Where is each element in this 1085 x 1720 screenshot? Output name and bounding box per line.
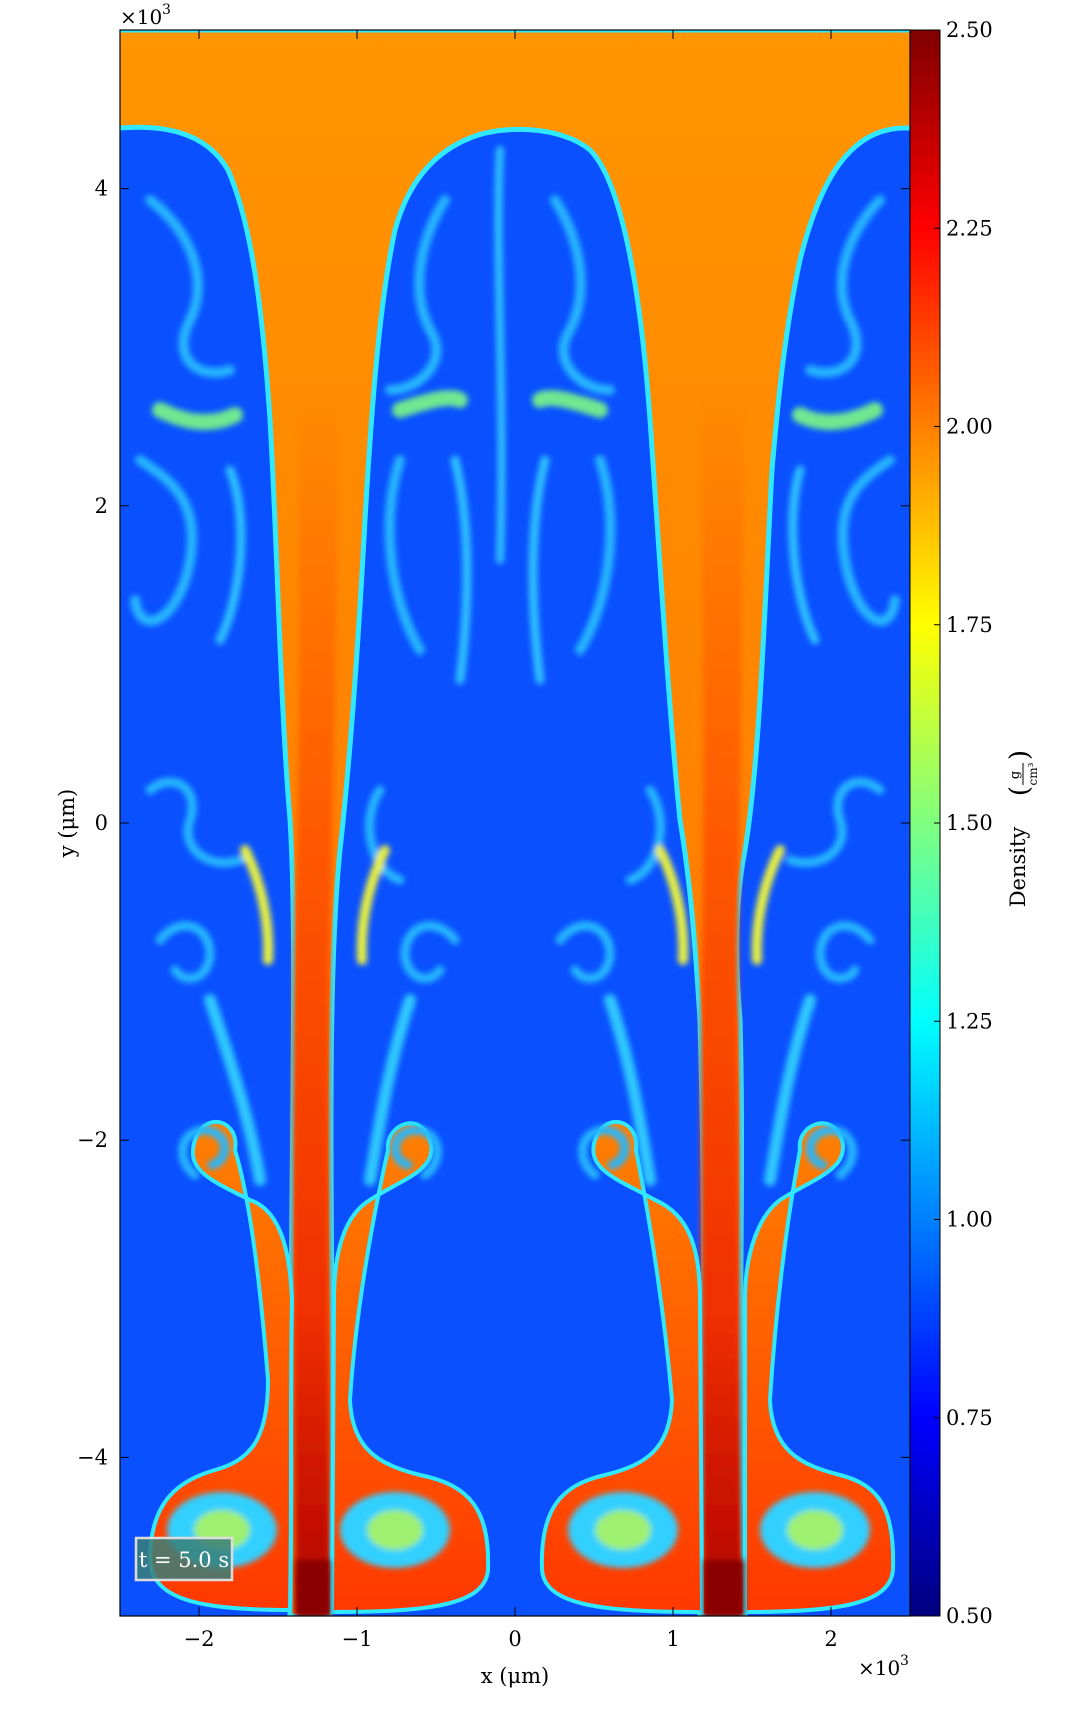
- colorbar-tick-label: 1.25: [946, 1009, 993, 1033]
- colorbar-label: Density ( g cm³ ): [1005, 750, 1040, 907]
- y-tick-label: −2: [77, 1128, 108, 1152]
- right-spike-core: [700, 400, 745, 1616]
- x-axis-label: x (μm): [481, 1664, 549, 1688]
- svg-text:3: 3: [900, 1653, 909, 1669]
- x-tick-label: 0: [508, 1627, 521, 1651]
- colorbar-tick-label: 0.75: [946, 1406, 993, 1430]
- colorbar-tick-label: 0.50: [946, 1604, 993, 1628]
- x-tick-label: 1: [666, 1627, 679, 1651]
- left-spike-core: [292, 400, 340, 1616]
- lower-plumes: [147, 1119, 896, 1615]
- mixing-vortices: [130, 146, 900, 1186]
- x-axis-ticks: −2 −1 0 1 2: [184, 30, 838, 1651]
- svg-text:×10: ×10: [120, 5, 162, 29]
- svg-text:t = 5.0 s: t = 5.0 s: [139, 1548, 229, 1572]
- x-multiplier: ×10 3: [858, 1653, 909, 1680]
- colorbar-tick-label: 2.50: [946, 18, 993, 42]
- y-axis-ticks: −4 −2 0 2 4: [77, 177, 910, 1469]
- y-multiplier: ×10 3: [120, 2, 171, 29]
- x-tick-label: −1: [342, 1627, 373, 1651]
- colorbar-unit-numerator: g: [1008, 771, 1023, 779]
- x-tick-label: −2: [184, 1627, 215, 1651]
- x-tick-label: 2: [824, 1627, 837, 1651]
- y-tick-label: 0: [95, 811, 108, 835]
- colorbar-tick-label: 1.50: [946, 811, 993, 835]
- svg-text:(: (: [1005, 786, 1035, 796]
- svg-text:×10: ×10: [858, 1656, 900, 1680]
- svg-text:Density: Density: [1006, 827, 1030, 908]
- colorbar-tick-label: 1.00: [946, 1208, 993, 1232]
- svg-text:): ): [1005, 750, 1035, 760]
- colorbar-tick-label: 2.00: [946, 415, 993, 439]
- colorbar-tick-label: 1.75: [946, 613, 993, 637]
- y-tick-label: −4: [77, 1445, 108, 1469]
- y-tick-label: 2: [95, 494, 108, 518]
- colorbar-unit-denominator: cm³: [1026, 762, 1040, 785]
- svg-text:3: 3: [162, 2, 171, 18]
- y-tick-label: 4: [95, 177, 108, 201]
- y-axis-label: y (μm): [55, 789, 79, 859]
- time-annotation: t = 5.0 s: [134, 1536, 234, 1582]
- density-heatmap: [120, 30, 910, 1616]
- colorbar-tick-label: 2.25: [946, 216, 993, 240]
- bottom-vortices: [167, 1492, 870, 1616]
- colorbar-ticks: 0.50 0.75 1.00 1.25 1.50 1.75 2.00 2.25 2.50: [934, 18, 993, 1628]
